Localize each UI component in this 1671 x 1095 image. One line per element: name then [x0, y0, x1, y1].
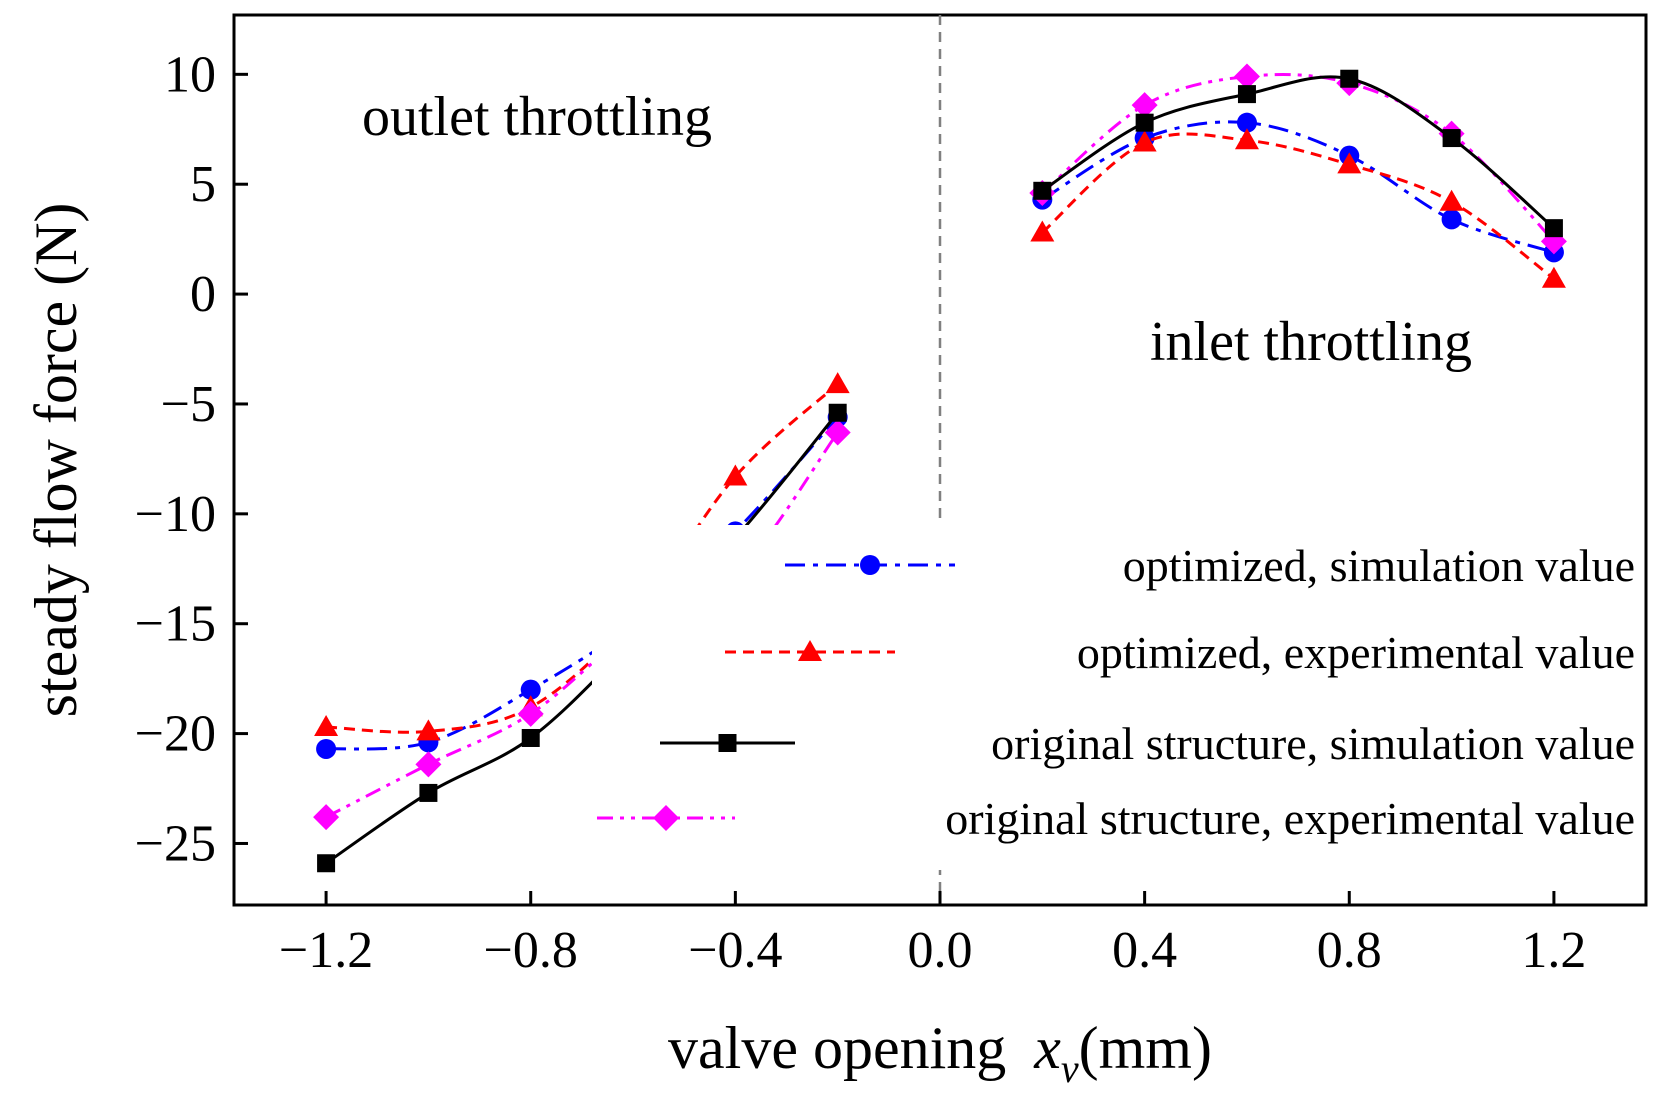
data-point-square	[1442, 129, 1461, 148]
series-line	[1041, 72, 1555, 243]
data-point-triangle	[1132, 130, 1157, 152]
y-tick-label: 0	[190, 266, 216, 323]
axis-ticks: −1.2 −0.8 −0.4 0.0 0.4 0.8 1.2 −25 −20 −15 −10 −5 0 5…	[135, 46, 1587, 979]
series-line	[1041, 120, 1555, 254]
data-point-diamond	[313, 804, 340, 831]
x-tick-label: −0.4	[688, 922, 782, 979]
data-point-diamond	[824, 419, 851, 446]
series-layer	[313, 63, 1567, 873]
x-axis-title: valve opening xv(mm)	[668, 1015, 1212, 1091]
x-axis-title-variable: x	[1033, 1015, 1061, 1081]
data-point-square	[1544, 219, 1563, 238]
data-point-diamond	[517, 700, 544, 727]
data-point-circle	[520, 679, 541, 700]
annotation-inlet-throttling: inlet throttling	[1150, 311, 1472, 373]
data-point-square	[1340, 69, 1359, 88]
legend-swatch-marker	[718, 734, 737, 752]
y-tick-label: 5	[190, 156, 216, 213]
y-axis-title: steady flow force (N)	[23, 203, 89, 718]
data-point-circle	[1236, 112, 1257, 133]
data-point-square	[419, 783, 438, 802]
data-point-circle	[1441, 209, 1462, 230]
y-tick-label: −10	[135, 486, 216, 543]
legend-background	[592, 525, 1642, 870]
data-point-square	[1033, 181, 1052, 200]
legend-label: optimized, simulation value	[1123, 540, 1635, 591]
y-tick-label: −25	[135, 815, 216, 872]
data-point-diamond	[1131, 92, 1158, 119]
x-tick-label: 0.8	[1317, 922, 1382, 979]
x-tick-label: −0.8	[484, 922, 578, 979]
legend-label: original structure, simulation value	[991, 718, 1635, 769]
data-point-square	[828, 403, 847, 422]
series-line	[1041, 132, 1555, 280]
data-point-square	[1237, 85, 1256, 104]
data-point-triangle	[1337, 152, 1362, 174]
data-point-diamond	[1233, 63, 1260, 90]
data-point-triangle	[1439, 189, 1464, 211]
legend: optimized, simulation value optimized, e…	[592, 525, 1642, 870]
legend-label: optimized, experimental value	[1077, 627, 1635, 678]
y-tick-label: −15	[135, 596, 216, 653]
legend-swatch-marker	[798, 640, 822, 661]
data-point-triangle	[314, 715, 339, 736]
legend-marker-diamond	[653, 805, 679, 831]
legend-swatch-marker	[653, 805, 679, 831]
data-point-square	[1135, 113, 1154, 132]
data-point-circle	[316, 738, 337, 759]
legend-entry-original-experimental: original structure, experimental value	[597, 793, 1635, 844]
x-axis-title-text: valve opening	[668, 1015, 1006, 1081]
data-point-triangle	[416, 719, 441, 741]
legend-label: original structure, experimental value	[945, 793, 1635, 844]
annotation-outlet-throttling: outlet throttling	[362, 86, 712, 148]
legend-marker-square	[718, 734, 737, 752]
legend-marker-triangle	[798, 640, 822, 661]
series-line	[1041, 75, 1555, 230]
y-tick-label: −5	[161, 376, 216, 433]
data-point-diamond	[415, 751, 442, 778]
x-axis-title-subscript: v	[1061, 1046, 1079, 1091]
legend-entry-optimized-simulation: optimized, simulation value	[785, 540, 1635, 591]
x-tick-label: 0.0	[908, 922, 973, 979]
legend-entry-original-simulation: original structure, simulation value	[660, 718, 1635, 769]
x-tick-label: 0.4	[1112, 922, 1177, 979]
x-axis-title-unit: (mm)	[1079, 1015, 1212, 1081]
x-tick-label: 1.2	[1521, 922, 1586, 979]
x-tick-label: −1.2	[279, 922, 373, 979]
y-tick-label: −20	[135, 706, 216, 763]
data-point-triangle	[1234, 128, 1259, 150]
legend-swatch-marker	[860, 555, 880, 575]
data-point-triangle	[1541, 266, 1566, 288]
data-point-square	[521, 728, 540, 747]
legend-marker-circle	[860, 555, 880, 575]
data-point-triangle	[825, 372, 850, 394]
data-point-triangle	[723, 464, 748, 486]
data-point-square	[317, 854, 336, 873]
legend-entry-optimized-experimental: optimized, experimental value	[725, 627, 1635, 678]
data-point-triangle	[1030, 220, 1055, 242]
y-tick-label: 10	[164, 46, 216, 103]
